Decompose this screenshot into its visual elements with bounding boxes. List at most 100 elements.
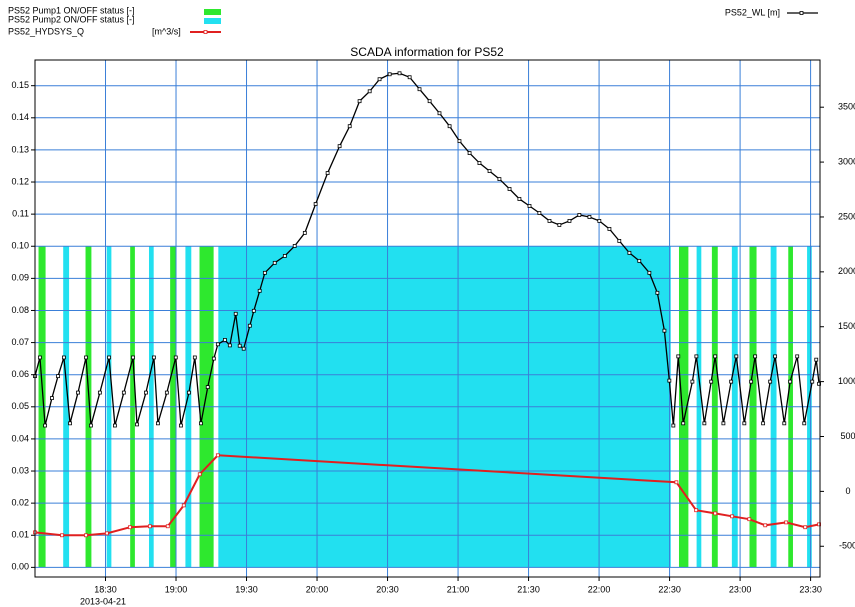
point-marker — [397, 71, 402, 76]
point-marker — [121, 390, 126, 395]
point-marker — [557, 223, 562, 227]
point-marker — [105, 531, 109, 536]
point-marker — [337, 144, 342, 149]
y2-tick-label: -500 — [839, 541, 855, 551]
y-tick-label: 0.01 — [11, 530, 29, 540]
point-marker — [487, 169, 492, 173]
point-marker — [223, 338, 227, 342]
y2-tick-label: 2000 — [838, 266, 855, 276]
y-tick-label: 0.12 — [11, 176, 29, 186]
x-tick-label: 23:30 — [799, 584, 822, 594]
point-marker — [761, 421, 766, 426]
x-tick-label: 19:30 — [235, 584, 258, 594]
point-marker — [637, 258, 642, 263]
point-marker — [507, 187, 512, 191]
point-marker — [527, 204, 532, 208]
y-tick-label: 0.09 — [11, 273, 29, 283]
point-marker — [97, 390, 102, 395]
point-marker — [437, 111, 442, 116]
x-tick-label: 18:30 — [94, 584, 117, 594]
point-marker — [357, 99, 362, 104]
point-marker — [131, 355, 135, 360]
point-marker — [447, 124, 452, 129]
point-marker — [627, 250, 632, 255]
y-tick-label: 0.07 — [11, 337, 29, 347]
legend-unit: [m^3/s] — [152, 26, 181, 36]
point-marker — [729, 379, 734, 384]
point-marker — [128, 525, 132, 530]
y2-tick-label: 1000 — [838, 376, 855, 386]
point-marker — [667, 378, 672, 383]
y2-tick-label: 500 — [840, 431, 855, 441]
point-marker — [367, 89, 372, 94]
point-marker — [113, 423, 117, 428]
point-marker — [803, 525, 808, 530]
point-marker — [199, 421, 203, 426]
point-marker — [347, 124, 352, 129]
point-marker — [702, 421, 707, 426]
legend-swatch — [204, 9, 221, 15]
point-marker — [709, 379, 714, 384]
point-marker — [607, 227, 612, 231]
point-marker — [173, 355, 178, 360]
y-tick-label: 0.10 — [11, 241, 29, 251]
legend-label: PS52_HYDSYS_Q — [8, 26, 84, 36]
point-marker — [181, 503, 186, 508]
point-marker — [690, 379, 695, 384]
point-marker — [782, 421, 787, 426]
point-marker — [247, 323, 252, 328]
y-tick-label: 0.00 — [11, 562, 29, 572]
point-marker — [251, 308, 256, 313]
series-line — [34, 72, 820, 426]
point-marker — [477, 161, 482, 165]
point-marker — [810, 379, 815, 384]
y2-tick-label: 3000 — [838, 156, 855, 166]
point-marker — [655, 290, 660, 295]
point-marker — [517, 197, 522, 201]
point-marker — [215, 342, 220, 347]
point-marker — [721, 421, 726, 426]
y2-tick-label: 3500 — [838, 102, 855, 112]
point-marker — [788, 379, 793, 384]
point-marker — [227, 343, 232, 348]
point-marker — [192, 355, 197, 360]
point-marker — [674, 480, 679, 485]
point-marker — [753, 354, 758, 359]
y-tick-label: 0.03 — [11, 465, 29, 475]
point-marker — [89, 423, 93, 428]
point-marker — [763, 523, 768, 528]
plot-frame — [34, 59, 821, 578]
point-marker — [60, 533, 64, 538]
point-marker — [152, 355, 156, 360]
y-tick-label: 0.06 — [11, 369, 29, 379]
x-date-label: 2013-04-21 — [80, 596, 126, 606]
y-tick-label: 0.05 — [11, 401, 29, 411]
point-marker — [148, 524, 152, 529]
point-marker — [325, 171, 330, 175]
point-marker — [547, 219, 552, 223]
point-marker — [257, 288, 262, 293]
point-marker — [262, 270, 267, 275]
y2-tick-label: 1500 — [838, 321, 855, 331]
point-marker — [784, 520, 789, 525]
legend-label: PS52 Pump1 ON/OFF status [-] — [8, 5, 135, 15]
point-marker — [417, 87, 422, 92]
point-marker — [676, 354, 681, 359]
point-marker — [773, 354, 778, 359]
point-marker — [241, 346, 246, 351]
point-marker — [313, 202, 318, 206]
point-marker — [747, 517, 752, 522]
point-marker — [802, 421, 807, 426]
x-tick-label: 21:00 — [447, 584, 470, 594]
point-marker — [144, 390, 148, 395]
legend-marker — [203, 30, 208, 34]
point-marker — [742, 421, 747, 426]
point-marker — [84, 533, 88, 538]
x-tick-label: 22:00 — [588, 584, 611, 594]
point-marker — [50, 396, 54, 400]
point-marker — [427, 99, 432, 104]
point-marker — [56, 374, 60, 379]
x-tick-label: 22:30 — [658, 584, 681, 594]
point-marker — [62, 355, 66, 360]
